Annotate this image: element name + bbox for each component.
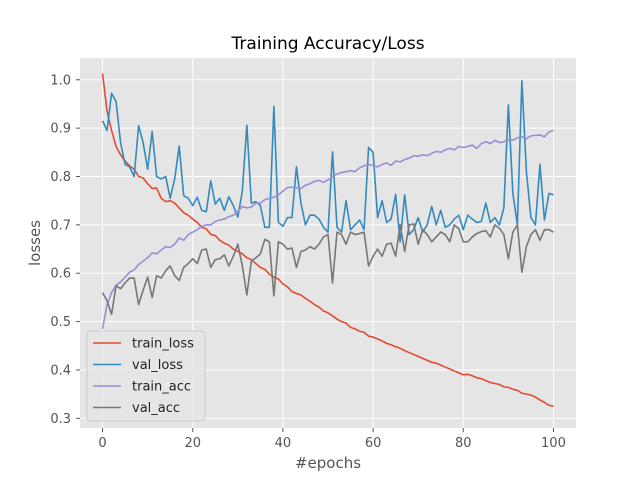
y-tick-label: 0.5 (50, 315, 71, 330)
y-tick-label: 0.8 (50, 170, 71, 185)
series-line-val-acc (101, 223, 554, 316)
x-tick-label: 20 (184, 436, 201, 451)
legend-box (86, 330, 206, 422)
legend-label: val_acc (132, 401, 180, 416)
y-tick-label: 0.3 (50, 412, 71, 427)
series-line-train-loss (101, 73, 554, 408)
x-tick-label: 80 (455, 436, 472, 451)
x-axis-label: #epochs (295, 454, 361, 472)
chart-title: Training Accuracy/Loss (230, 34, 424, 54)
legend: train_loss val_loss train_acc val_acc (86, 330, 206, 422)
y-tick-label: 0.9 (50, 122, 71, 137)
x-tick-label: 60 (365, 436, 382, 451)
x-tick-label: 40 (275, 436, 292, 451)
y-tick-label: 1.0 (50, 73, 71, 88)
y-tick-label: 0.6 (50, 267, 71, 282)
legend-label: train_loss (132, 337, 194, 352)
series-line-train-acc (101, 129, 554, 329)
x-tick-label: 100 (541, 436, 566, 451)
y-axis-ticks: 0.3 0.4 0.5 0.6 0.7 0.8 0.9 1.0 (50, 73, 80, 427)
y-tick-label: 0.7 (50, 218, 71, 233)
x-axis-ticks: 0 20 40 60 80 100 (98, 428, 566, 451)
x-tick-label: 0 (98, 436, 106, 451)
series-line-val-loss (101, 79, 554, 243)
legend-label: train_acc (132, 380, 191, 395)
series-lines (101, 73, 554, 408)
y-axis-label: losses (26, 220, 44, 266)
y-tick-label: 0.4 (50, 363, 71, 378)
legend-label: val_loss (132, 358, 183, 373)
